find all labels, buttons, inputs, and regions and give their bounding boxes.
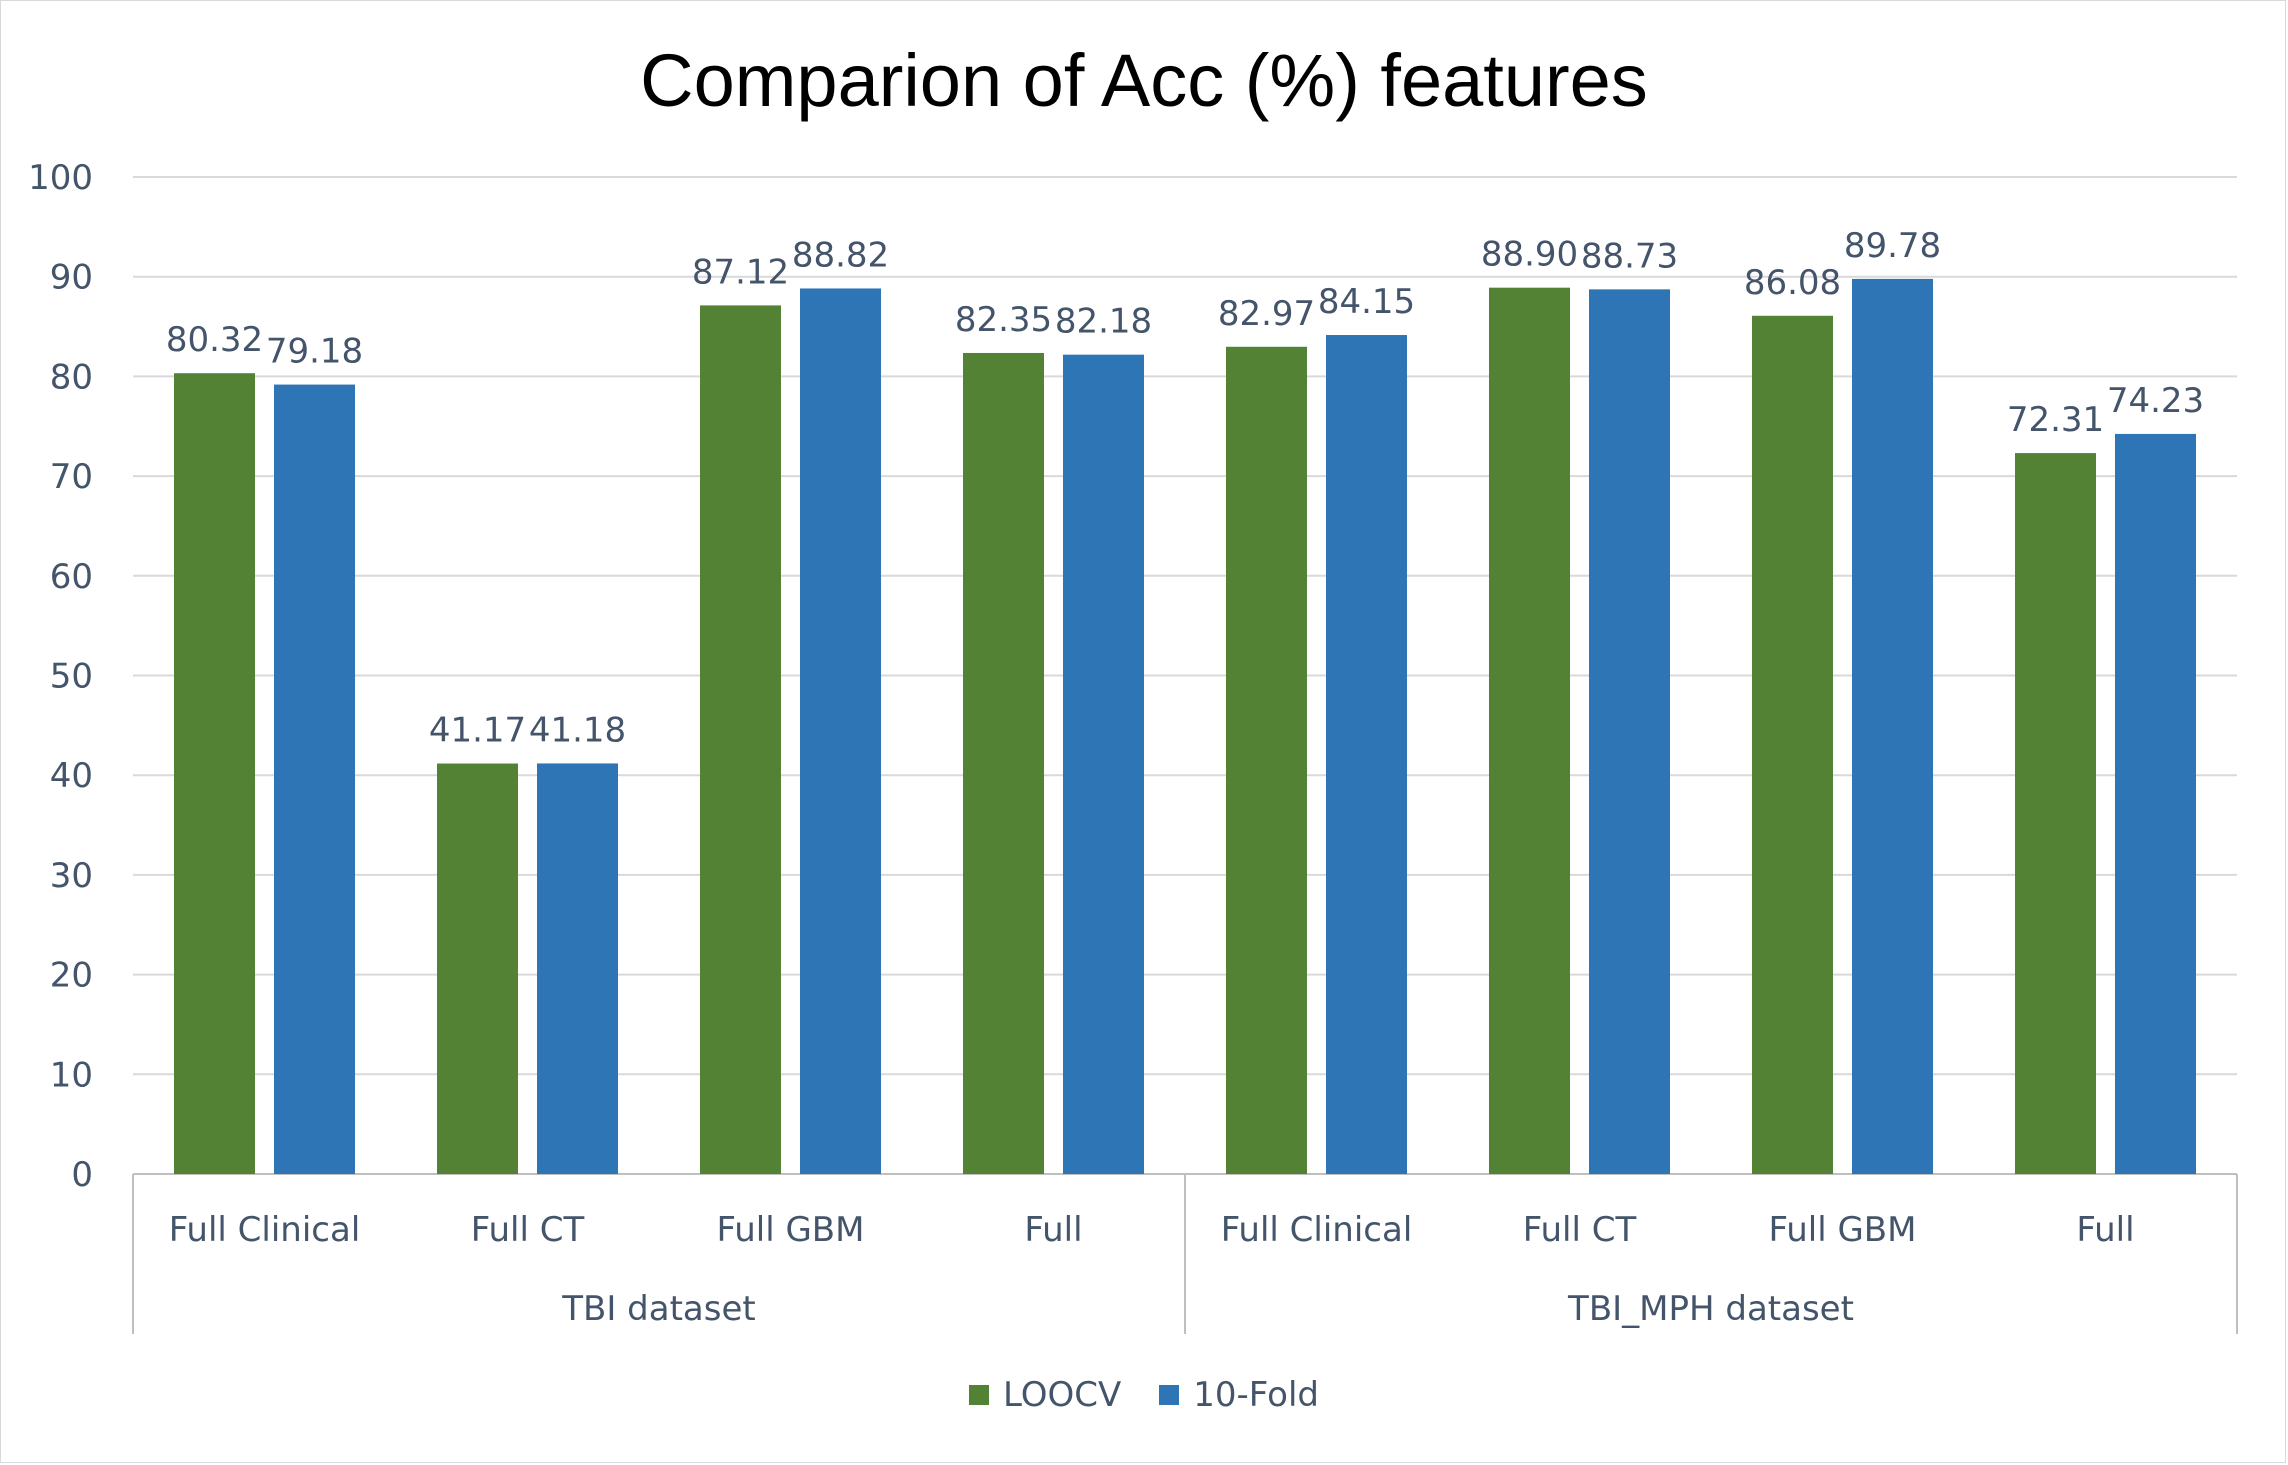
y-tick-label: 100 bbox=[28, 158, 93, 198]
x-category-label: Full GBM bbox=[717, 1210, 865, 1250]
y-tick-label: 30 bbox=[50, 856, 93, 896]
bar-10fold bbox=[1589, 289, 1670, 1174]
legend-item: 10-Fold bbox=[1159, 1375, 1319, 1415]
data-label: 41.18 bbox=[529, 710, 626, 750]
chart-title: Comparion of Acc (%) features bbox=[640, 39, 1648, 122]
data-label: 82.18 bbox=[1055, 302, 1152, 342]
y-tick-label: 80 bbox=[50, 357, 93, 397]
bar-loocv bbox=[2015, 453, 2096, 1174]
y-tick-label: 20 bbox=[50, 956, 93, 996]
bar-loocv bbox=[700, 305, 781, 1175]
legend-swatch bbox=[969, 1385, 989, 1405]
data-label: 82.35 bbox=[955, 300, 1052, 340]
data-label: 88.82 bbox=[792, 235, 889, 275]
data-label: 80.32 bbox=[166, 320, 263, 360]
bar-10fold bbox=[2115, 433, 2196, 1175]
data-label: 88.73 bbox=[1581, 236, 1678, 276]
legend-label: LOOCV bbox=[1003, 1375, 1122, 1415]
x-category-label: Full Clinical bbox=[1221, 1210, 1413, 1250]
data-label: 86.08 bbox=[1744, 263, 1841, 303]
legend-item: LOOCV bbox=[969, 1375, 1121, 1415]
y-tick-label: 90 bbox=[50, 258, 93, 298]
legend-label: 10-Fold bbox=[1193, 1375, 1319, 1415]
y-tick-label: 0 bbox=[71, 1155, 93, 1195]
data-label: 41.17 bbox=[429, 711, 526, 751]
legend: LOOCV 10-Fold bbox=[0, 1375, 2288, 1415]
bar-loocv bbox=[437, 763, 518, 1174]
y-tick-label: 10 bbox=[50, 1055, 93, 1095]
x-group-label: TBI_MPH dataset bbox=[1567, 1289, 1854, 1329]
bar-10fold bbox=[537, 763, 618, 1174]
x-group-label: TBI dataset bbox=[561, 1289, 755, 1329]
data-label: 74.23 bbox=[2107, 381, 2204, 421]
bar-10fold bbox=[1852, 278, 1933, 1174]
bar-loocv bbox=[1752, 315, 1833, 1174]
x-category-label: Full GBM bbox=[1769, 1210, 1917, 1250]
y-tick-label: 70 bbox=[50, 457, 93, 497]
bar-loocv bbox=[963, 352, 1044, 1175]
data-label: 89.78 bbox=[1844, 226, 1941, 266]
bar-loocv bbox=[1489, 287, 1570, 1174]
data-label: 87.12 bbox=[692, 252, 789, 292]
bar-loocv bbox=[174, 373, 255, 1174]
y-tick-label: 50 bbox=[50, 657, 93, 697]
bar-loocv bbox=[1226, 346, 1307, 1175]
data-label: 84.15 bbox=[1318, 282, 1415, 322]
x-category-label: Full bbox=[1024, 1210, 1082, 1250]
data-label: 82.97 bbox=[1218, 294, 1315, 334]
bar-10fold bbox=[1326, 335, 1407, 1174]
bar-10fold bbox=[274, 384, 355, 1174]
bar-10fold bbox=[1063, 354, 1144, 1174]
data-label: 88.90 bbox=[1481, 235, 1578, 275]
x-category-label: Full Clinical bbox=[169, 1210, 361, 1250]
data-label: 72.31 bbox=[2007, 400, 2104, 440]
x-category-label: Full CT bbox=[471, 1210, 585, 1250]
data-label: 79.18 bbox=[266, 332, 363, 372]
x-category-label: Full bbox=[2076, 1210, 2134, 1250]
bar-10fold bbox=[800, 288, 881, 1174]
legend-swatch bbox=[1159, 1385, 1180, 1405]
y-tick-label: 60 bbox=[50, 557, 93, 597]
x-category-label: Full CT bbox=[1523, 1210, 1637, 1250]
y-tick-label: 40 bbox=[50, 756, 93, 796]
